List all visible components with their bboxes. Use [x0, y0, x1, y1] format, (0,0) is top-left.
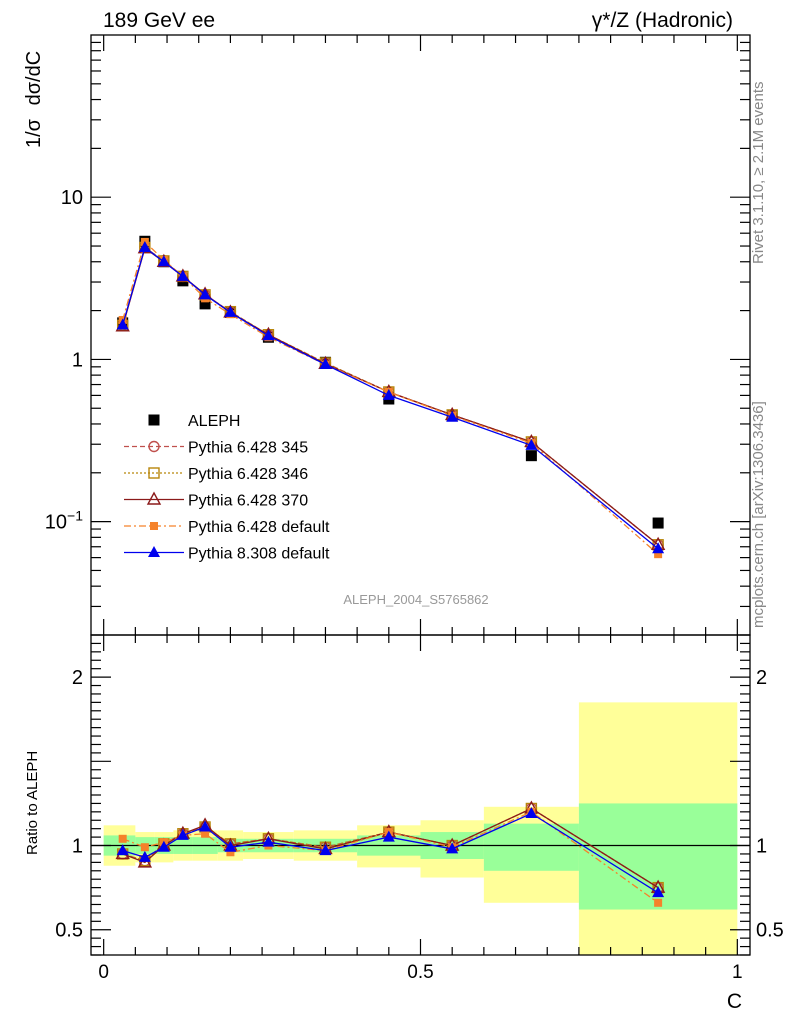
ratio-y-axis-label: Ratio to ALEPH	[24, 751, 41, 855]
legend-label: ALEPH	[188, 413, 240, 430]
main-y-tick-label: 10−1	[45, 508, 83, 534]
legend-label: Pythia 6.428 370	[188, 493, 308, 510]
ratio-y-tick-label-right: 1	[756, 836, 767, 858]
main-point-p8default	[446, 410, 459, 422]
ratio-point-p8default	[319, 844, 332, 856]
main-series-p8default	[116, 240, 665, 554]
legend-marker	[148, 546, 160, 557]
ratio-y-tick-label-right: 2	[756, 667, 767, 689]
mcplots-reference: mcplots.cern.ch [arXiv:1306.3436]	[750, 401, 767, 628]
ratio-point-p8default	[199, 820, 212, 832]
ratio-point-p8default	[382, 830, 395, 842]
legend-entry-p6default: Pythia 6.428 default	[124, 519, 330, 536]
legend: ALEPH Pythia 6.428 345 Pythia 6.428 346 Pyt…	[124, 413, 330, 563]
ratio-point-p6default	[140, 843, 149, 852]
legend-entry-aleph: ALEPH	[148, 413, 240, 430]
axis-ticks: 0 0.5 1 10 1 10−1 2 2 1 1 0.5 0.5	[45, 35, 784, 983]
ratio-point-p8default	[262, 835, 275, 847]
main-point-p8default	[157, 255, 170, 267]
ratio-point-p8default	[652, 886, 665, 898]
main-point-p8default	[199, 288, 212, 300]
ratio-series-p8default	[116, 807, 665, 898]
ratio-point-p6default	[226, 848, 235, 857]
svg-text:1/σ dσ/dC: 1/σ dσ/dC	[23, 51, 45, 148]
ratio-y-tick-label: 2	[72, 667, 83, 689]
legend-label: Pythia 6.428 345	[188, 440, 308, 457]
rivet-version-note: Rivet 3.1.10, ≥ 2.1M events	[750, 82, 767, 265]
main-ylabel-part-2: dσ/dC	[23, 51, 45, 106]
legend-entry-p370: Pythia 6.428 370	[124, 491, 308, 510]
legend-label: Pythia 6.428 default	[188, 519, 330, 536]
legend-marker	[148, 440, 160, 453]
ratio-point-p8default	[525, 807, 538, 819]
ratio-point-p6default	[654, 898, 663, 907]
main-point-p8default	[176, 269, 189, 281]
main-point-p8default	[652, 542, 665, 554]
legend-entry-p8default: Pythia 8.308 default	[124, 546, 330, 563]
main-series-aleph	[117, 235, 664, 529]
legend-entry-p345: Pythia 6.428 345	[124, 440, 308, 457]
main-series-layer	[115, 235, 666, 559]
main-point-p6default	[654, 550, 663, 559]
main-point-aleph	[525, 450, 537, 462]
main-point-aleph	[652, 517, 664, 529]
main-point-p8default	[224, 305, 237, 317]
main-y-axis-label: 1/σ dσ/dC	[23, 51, 45, 148]
legend-marker	[150, 522, 158, 530]
main-y-tick-label: 1	[72, 349, 83, 371]
legend-marker	[148, 414, 160, 426]
main-point-p8default	[319, 358, 332, 370]
legend-label: Pythia 8.308 default	[188, 546, 330, 563]
x-tick-label: 0.5	[407, 962, 433, 983]
main-line-p8default	[122, 246, 659, 550]
x-tick-label: 0	[98, 962, 109, 983]
ratio-band-inner	[483, 823, 579, 871]
header-right: γ*/Z (Hadronic)	[592, 9, 733, 32]
ratio-uncertainty-bands	[91, 702, 750, 955]
legend-marker	[146, 491, 162, 505]
legend-marker	[148, 467, 160, 479]
main-point-p8default	[116, 318, 129, 330]
ratio-series-layer	[115, 800, 666, 907]
main-point-aleph	[199, 298, 211, 310]
legend-entry-p346: Pythia 6.428 346	[124, 466, 308, 483]
ratio-point-p8default	[138, 850, 151, 862]
analysis-watermark: ALEPH_2004_S5765862	[343, 592, 488, 607]
x-axis-label: C	[727, 990, 742, 1013]
main-y-tick-label: 10	[61, 187, 83, 209]
header-left: 189 GeV ee	[103, 9, 215, 32]
ratio-point-p8default	[176, 828, 189, 840]
x-tick-label: 1	[732, 962, 743, 983]
main-point-p8default	[382, 388, 395, 400]
main-line-p6default	[122, 240, 659, 555]
ratio-point-p8default	[446, 842, 459, 854]
main-point-p8default	[138, 240, 151, 252]
ratio-y-tick-label-right: 0.5	[756, 920, 784, 942]
main-ylabel-part-1: 1/σ	[23, 118, 45, 148]
main-point-p8default	[262, 329, 275, 341]
ratio-point-p6default	[201, 829, 210, 838]
legend-label: Pythia 6.428 346	[188, 466, 308, 483]
ratio-y-tick-label: 1	[72, 836, 83, 858]
main-point-p8default	[525, 438, 538, 450]
ratio-point-p8default	[157, 840, 170, 852]
ratio-y-tick-label: 0.5	[55, 920, 83, 942]
ratio-point-p8default	[224, 840, 237, 852]
ratio-point-p8default	[116, 844, 129, 856]
ratio-point-p6default	[118, 834, 127, 843]
